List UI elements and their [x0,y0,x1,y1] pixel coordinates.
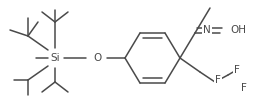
Text: Si: Si [50,53,60,63]
Text: O: O [93,53,101,63]
Text: F: F [215,75,221,85]
Text: F: F [234,65,240,75]
Text: OH: OH [230,25,246,35]
Text: N: N [203,25,211,35]
Text: F: F [241,83,247,93]
